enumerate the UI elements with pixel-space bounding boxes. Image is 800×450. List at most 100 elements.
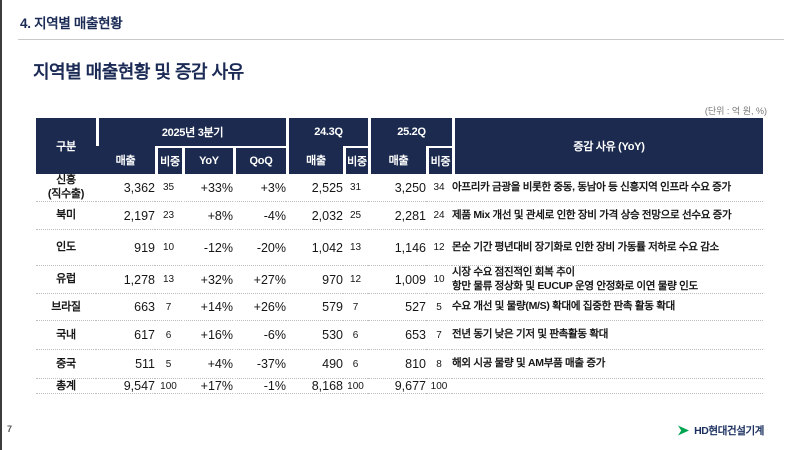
cell-share-25-2q: 8: [426, 350, 452, 380]
header-sales-2025q3: 매출: [96, 146, 155, 174]
cell-share-24-3q: 6: [343, 350, 368, 380]
cell-region: 브라질: [36, 294, 96, 322]
cell-yoy: +4%: [182, 350, 233, 380]
page-number: 7: [7, 424, 13, 434]
cell-qoq: -4%: [233, 202, 286, 230]
cell-sales-24-3q: 490: [286, 350, 343, 380]
company-logo: HD현대건설기계: [677, 423, 764, 438]
cell-region: 국내: [36, 321, 96, 351]
header-share-2025q3: 비중: [155, 146, 182, 174]
cell-region: 중국: [36, 350, 96, 380]
cell-sales-2025q3: 511: [96, 350, 155, 380]
cell-reason: [452, 379, 763, 395]
cell-yoy: +17%: [182, 379, 233, 395]
cell-region: 신흥 (직수출): [36, 174, 96, 202]
cell-sales-25-2q: 810: [368, 350, 426, 380]
header-group-2025q3: 2025년 3분기: [96, 118, 286, 146]
table-row: 브라질 663 7 +14% +26% 579 7 527 5 수요 개선 및 …: [36, 294, 763, 322]
cell-reason: 수요 개선 및 물량(M/S) 확대에 집중한 판촉 활동 확대: [452, 294, 763, 322]
cell-yoy: +14%: [182, 294, 233, 322]
cell-share-24-3q: 25: [343, 202, 368, 230]
cell-yoy: -12%: [182, 230, 233, 266]
cell-qoq: +26%: [233, 294, 286, 322]
header-sales-25-2q: 매출: [368, 146, 426, 174]
cell-reason: 몬순 기간 평년대비 장기화로 인한 장비 가동률 저하로 수요 감소: [452, 230, 763, 266]
table-row: 북미 2,197 23 +8% -4% 2,032 25 2,281 24 제품…: [36, 202, 763, 230]
table-row: 인도 919 10 -12% -20% 1,042 13 1,146 12 몬순…: [36, 230, 763, 266]
company-logo-text: HD현대건설기계: [694, 425, 764, 437]
table-row: 총계 9,547 100 +17% -1% 8,168 100 9,677 10…: [36, 379, 763, 395]
cell-sales-25-2q: 1,009: [368, 266, 426, 295]
cell-share-25-2q: 7: [426, 321, 452, 351]
page-title: 지역별 매출현황 및 증감 사유: [33, 62, 244, 82]
cell-sales-25-2q: 653: [368, 321, 426, 351]
cell-sales-25-2q: 527: [368, 294, 426, 322]
cell-qoq: -37%: [233, 350, 286, 380]
cell-sales-24-3q: 8,168: [286, 379, 343, 395]
cell-sales-2025q3: 9,547: [96, 379, 155, 395]
cell-yoy: +32%: [182, 266, 233, 295]
table-body: 신흥 (직수출) 3,362 35 +33% +3% 2,525 31 3,25…: [36, 174, 763, 395]
cell-sales-2025q3: 1,278: [96, 266, 155, 295]
cell-region: 북미: [36, 202, 96, 230]
kicker-divider: [18, 39, 784, 40]
cell-region: 총계: [36, 379, 96, 395]
cell-sales-24-3q: 970: [286, 266, 343, 295]
cell-reason: 시장 수요 점진적인 회복 추이 항만 물류 정상화 및 EUCUP 운영 안정…: [452, 266, 763, 295]
cell-qoq: +3%: [233, 174, 286, 202]
cell-reason: 아프리카 금광을 비롯한 중동, 동남아 등 신흥지역 인프라 수요 증가: [452, 174, 763, 202]
left-edge-strip: [0, 0, 2, 450]
unit-note: (단위 : 억 원, %): [704, 106, 767, 116]
cell-share-25-2q: 24: [426, 202, 452, 230]
header-yoy: YoY: [182, 146, 233, 174]
header-group-24-3q: 24.3Q: [286, 118, 368, 146]
cell-share-24-3q: 6: [343, 321, 368, 351]
cell-sales-24-3q: 2,525: [286, 174, 343, 202]
cell-share-2025q3: 35: [155, 174, 182, 202]
section-kicker: 4. 지역별 매출현황: [20, 16, 123, 31]
cell-sales-25-2q: 2,281: [368, 202, 426, 230]
cell-share-2025q3: 23: [155, 202, 182, 230]
cell-share-2025q3: 5: [155, 350, 182, 380]
cell-sales-24-3q: 579: [286, 294, 343, 322]
cell-share-2025q3: 13: [155, 266, 182, 295]
cell-sales-2025q3: 663: [96, 294, 155, 322]
table-row: 중국 511 5 +4% -37% 490 6 810 8 해외 시공 물량 및…: [36, 350, 763, 380]
cell-share-25-2q: 10: [426, 266, 452, 295]
cell-yoy: +8%: [182, 202, 233, 230]
regional-sales-table: 구분 2025년 3분기 24.3Q 25.2Q 증감 사유 (YoY) 매출 …: [36, 118, 763, 395]
cell-reason: 제품 Mix 개선 및 관세로 인한 장비 가격 상승 전망으로 선수요 증가: [452, 202, 763, 230]
cell-share-2025q3: 6: [155, 321, 182, 351]
cell-region: 유럽: [36, 266, 96, 295]
cell-share-24-3q: 7: [343, 294, 368, 322]
cell-reason: 해외 시공 물량 및 AM부품 매출 증가: [452, 350, 763, 380]
cell-sales-25-2q: 9,677: [368, 379, 426, 395]
cell-share-24-3q: 13: [343, 230, 368, 266]
header-category: 구분: [36, 118, 96, 174]
cell-qoq: +27%: [233, 266, 286, 295]
cell-share-2025q3: 10: [155, 230, 182, 266]
cell-share-24-3q: 31: [343, 174, 368, 202]
cell-share-24-3q: 12: [343, 266, 368, 295]
cell-sales-2025q3: 3,362: [96, 174, 155, 202]
header-share-24-3q: 비중: [343, 146, 368, 174]
cell-qoq: -20%: [233, 230, 286, 266]
table-row: 신흥 (직수출) 3,362 35 +33% +3% 2,525 31 3,25…: [36, 174, 763, 202]
cell-share-2025q3: 100: [155, 379, 182, 395]
cell-share-25-2q: 100: [426, 379, 452, 395]
cell-sales-2025q3: 617: [96, 321, 155, 351]
table-row: 국내 617 6 +16% -6% 530 6 653 7 전년 동기 낮은 기…: [36, 321, 763, 351]
header-group-row: 구분 2025년 3분기 24.3Q 25.2Q 증감 사유 (YoY): [36, 118, 763, 174]
table-row: 유럽 1,278 13 +32% +27% 970 12 1,009 10 시장…: [36, 266, 763, 295]
green-arrow-icon: [678, 425, 690, 436]
cell-qoq: -6%: [233, 321, 286, 351]
cell-sales-25-2q: 3,250: [368, 174, 426, 202]
header-sales-24-3q: 매출: [286, 146, 343, 174]
header-share-25-2q: 비중: [426, 146, 452, 174]
header-qoq: QoQ: [233, 146, 286, 174]
cell-sales-2025q3: 2,197: [96, 202, 155, 230]
cell-sales-2025q3: 919: [96, 230, 155, 266]
cell-qoq: -1%: [233, 379, 286, 395]
cell-sales-24-3q: 1,042: [286, 230, 343, 266]
